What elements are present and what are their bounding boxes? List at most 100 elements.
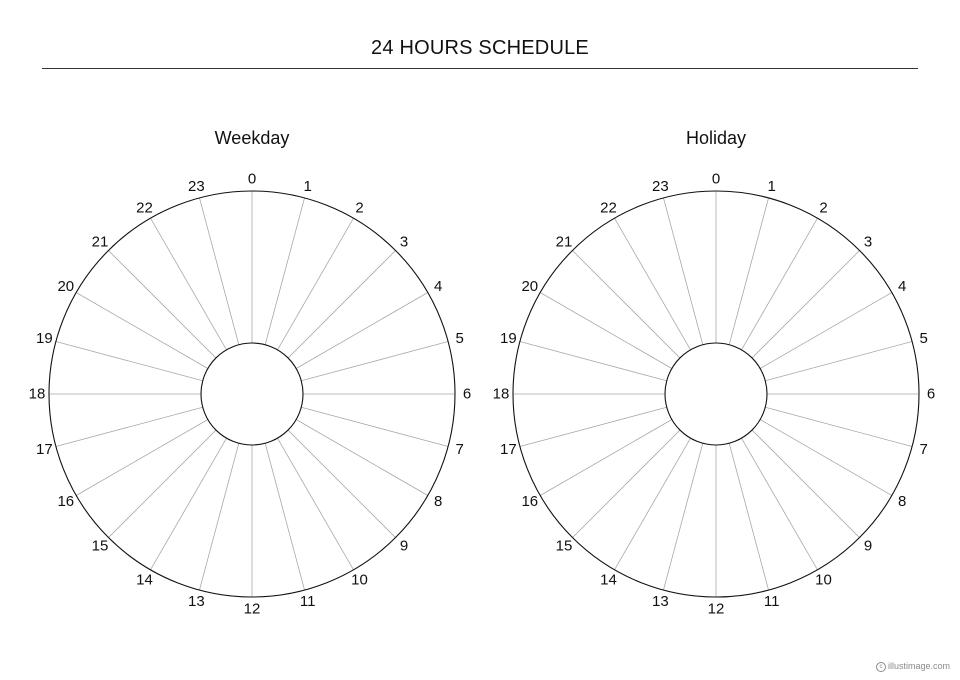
weekday-outer-ring <box>48 190 456 598</box>
holiday-hour-label-3: 3 <box>864 233 872 250</box>
holiday-hour-label-13: 13 <box>652 593 669 610</box>
weekday-hour-divider <box>150 217 227 351</box>
weekday-hour-divider <box>264 443 305 591</box>
holiday-hour-divider <box>519 341 667 382</box>
weekday-hour-divider <box>277 217 354 351</box>
weekday-hour-label-18: 18 <box>29 386 46 403</box>
title-divider <box>42 68 918 69</box>
holiday-hour-divider <box>741 437 818 570</box>
weekday-center-circle <box>200 342 304 446</box>
holiday-hour-label-22: 22 <box>600 199 617 216</box>
holiday-hour-label-16: 16 <box>521 493 538 510</box>
weekday-hour-divider <box>75 292 209 369</box>
weekday-hour-label-22: 22 <box>136 199 153 216</box>
holiday-hour-divider <box>751 250 860 359</box>
weekday-hour-label-16: 16 <box>57 493 74 510</box>
holiday-hour-label-23: 23 <box>652 178 669 195</box>
weekday-hour-divider <box>55 341 203 382</box>
holiday-hour-label-11: 11 <box>764 593 780 610</box>
holiday-hour-label-6: 6 <box>927 386 935 403</box>
holiday-hour-divider <box>540 292 673 369</box>
weekday-hour-label-3: 3 <box>400 233 408 250</box>
weekday-hour-divider <box>75 419 209 496</box>
holiday-hour-label-12: 12 <box>708 601 725 618</box>
holiday-hour-divider <box>614 217 691 351</box>
holiday-hour-divider <box>519 406 667 447</box>
weekday-hour-label-19: 19 <box>36 330 53 347</box>
holiday-hour-label-7: 7 <box>919 441 927 458</box>
weekday-hour-label-7: 7 <box>455 441 463 458</box>
weekday-hour-label-11: 11 <box>300 593 316 610</box>
weekday-hour-divider <box>108 429 217 538</box>
weekday-hour-label-6: 6 <box>463 386 471 403</box>
holiday-hour-divider <box>728 443 769 591</box>
weekday-hour-divider <box>295 292 428 369</box>
holiday-hour-divider <box>540 419 673 496</box>
weekday-hour-divider <box>287 429 396 538</box>
weekday-hour-label-12: 12 <box>244 601 261 618</box>
holiday-center-circle <box>664 342 768 446</box>
copyright-icon: c <box>875 662 886 672</box>
weekday-hour-label-8: 8 <box>434 493 442 510</box>
weekday-hour-divider <box>199 197 240 345</box>
weekday-hour-divider <box>287 250 396 359</box>
weekday-clock-title: Weekday <box>214 128 290 148</box>
weekday-hour-label-1: 1 <box>303 178 311 195</box>
weekday-hour-divider <box>301 341 449 382</box>
holiday-hour-divider <box>572 250 681 359</box>
weekday-hour-label-23: 23 <box>188 178 205 195</box>
weekday-hour-label-15: 15 <box>92 538 109 555</box>
weekday-hour-divider <box>264 197 305 345</box>
holiday-outer-ring <box>512 190 920 598</box>
weekday-hour-divider <box>199 443 240 591</box>
weekday-hour-label-17: 17 <box>36 441 53 458</box>
holiday-hour-label-8: 8 <box>898 493 906 510</box>
weekday-hour-label-2: 2 <box>355 199 363 216</box>
weekday-hour-label-21: 21 <box>92 233 109 250</box>
copyright-text: illustimage.com <box>887 661 950 672</box>
holiday-hour-divider <box>759 292 892 369</box>
holiday-hour-divider <box>765 406 913 447</box>
holiday-hour-label-15: 15 <box>556 538 573 555</box>
holiday-hour-divider <box>572 429 681 538</box>
holiday-hour-divider <box>728 197 769 345</box>
weekday-hour-label-14: 14 <box>136 572 153 589</box>
holiday-hour-label-10: 10 <box>815 572 832 589</box>
copyright-notice: c illustimage.com <box>875 661 950 672</box>
holiday-hour-label-17: 17 <box>500 441 517 458</box>
weekday-hour-divider <box>55 406 203 447</box>
holiday-hour-label-4: 4 <box>898 278 906 295</box>
holiday-hour-label-1: 1 <box>767 178 775 195</box>
weekday-hour-divider <box>150 437 227 570</box>
holiday-hour-divider <box>751 429 860 538</box>
weekday-hour-divider <box>108 250 217 359</box>
holiday-hour-label-14: 14 <box>600 572 617 589</box>
weekday-hour-divider <box>301 406 449 447</box>
holiday-hour-label-20: 20 <box>521 278 538 295</box>
holiday-hour-divider <box>663 197 704 345</box>
weekday-hour-label-13: 13 <box>188 593 205 610</box>
holiday-hour-divider <box>663 443 704 591</box>
holiday-clock-title: Holiday <box>685 128 747 148</box>
holiday-hour-label-5: 5 <box>919 330 927 347</box>
weekday-hour-label-5: 5 <box>455 330 463 347</box>
weekday-hour-label-4: 4 <box>434 278 442 295</box>
weekday-hour-label-9: 9 <box>400 538 408 555</box>
weekday-hour-label-10: 10 <box>351 572 368 589</box>
holiday-hour-label-0: 0 <box>712 171 720 188</box>
holiday-hour-label-18: 18 <box>493 386 510 403</box>
holiday-hour-label-9: 9 <box>864 538 872 555</box>
weekday-hour-label-20: 20 <box>57 278 74 295</box>
page-title: 24 HOURS SCHEDULE <box>371 37 589 59</box>
holiday-hour-divider <box>765 341 913 382</box>
holiday-hour-label-2: 2 <box>819 199 827 216</box>
holiday-hour-divider <box>741 217 818 351</box>
holiday-hour-divider <box>759 419 892 496</box>
holiday-hour-label-21: 21 <box>556 233 573 250</box>
weekday-hour-divider <box>277 437 354 570</box>
weekday-hour-label-0: 0 <box>248 171 256 188</box>
holiday-hour-label-19: 19 <box>500 330 517 347</box>
